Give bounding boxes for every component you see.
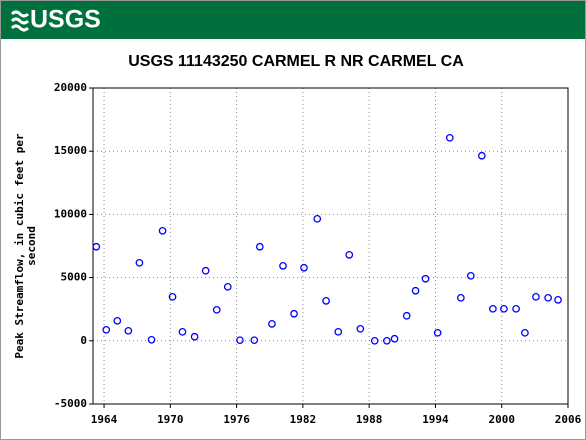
point xyxy=(102,325,111,334)
point xyxy=(158,226,167,235)
point xyxy=(532,292,540,301)
point xyxy=(201,266,210,275)
point xyxy=(92,242,101,251)
point xyxy=(255,242,264,251)
point xyxy=(236,336,244,345)
point xyxy=(250,336,259,345)
point xyxy=(279,261,287,270)
point xyxy=(290,309,298,318)
y-axis-label: Peak Streamflow, in cubic feet persecond xyxy=(13,133,38,359)
point xyxy=(370,336,379,345)
header-bar xyxy=(1,1,585,39)
point xyxy=(190,332,199,341)
point xyxy=(178,327,187,336)
point xyxy=(223,282,232,291)
logo: USGS xyxy=(30,6,101,34)
point xyxy=(554,295,562,304)
x-tick-label: 1976 xyxy=(223,413,250,426)
point xyxy=(113,316,122,325)
point xyxy=(433,328,442,337)
point xyxy=(402,311,411,320)
point xyxy=(382,336,391,345)
point xyxy=(356,324,365,333)
x-tick-label: 1964 xyxy=(91,413,118,426)
y-tick-label: 10000 xyxy=(54,207,87,220)
point xyxy=(390,334,399,343)
point xyxy=(477,151,486,160)
point xyxy=(124,326,133,335)
point xyxy=(345,250,354,259)
point xyxy=(334,327,343,336)
point xyxy=(147,335,156,344)
x-tick-label: 2000 xyxy=(488,413,515,426)
y-tick-label: 15000 xyxy=(54,144,87,157)
y-tick-label: 5000 xyxy=(61,271,88,284)
y-tick-label: 20000 xyxy=(54,81,87,94)
point xyxy=(466,271,475,280)
point xyxy=(411,286,420,295)
point xyxy=(500,304,508,313)
point xyxy=(544,293,552,302)
point xyxy=(322,297,330,305)
point xyxy=(168,292,177,301)
point xyxy=(421,274,430,283)
point xyxy=(489,304,497,313)
point xyxy=(512,304,520,313)
y-tick-label: 0 xyxy=(80,334,87,347)
x-tick-label: 1994 xyxy=(422,413,449,426)
x-tick-label: 1988 xyxy=(356,413,383,426)
chart-title: USGS 11143250 CARMEL R NR CARMEL CA xyxy=(128,53,464,70)
point xyxy=(268,320,276,328)
point xyxy=(456,293,465,302)
point xyxy=(521,328,529,337)
point xyxy=(445,133,454,142)
point xyxy=(313,214,322,223)
logo-waves xyxy=(10,10,30,32)
point xyxy=(300,263,308,272)
x-tick-label: 1982 xyxy=(290,413,317,426)
x-tick-label: 1970 xyxy=(157,413,184,426)
y-tick-label: -5000 xyxy=(54,397,87,410)
x-tick-label: 2006 xyxy=(555,413,582,426)
point xyxy=(135,258,144,267)
point xyxy=(212,305,221,314)
